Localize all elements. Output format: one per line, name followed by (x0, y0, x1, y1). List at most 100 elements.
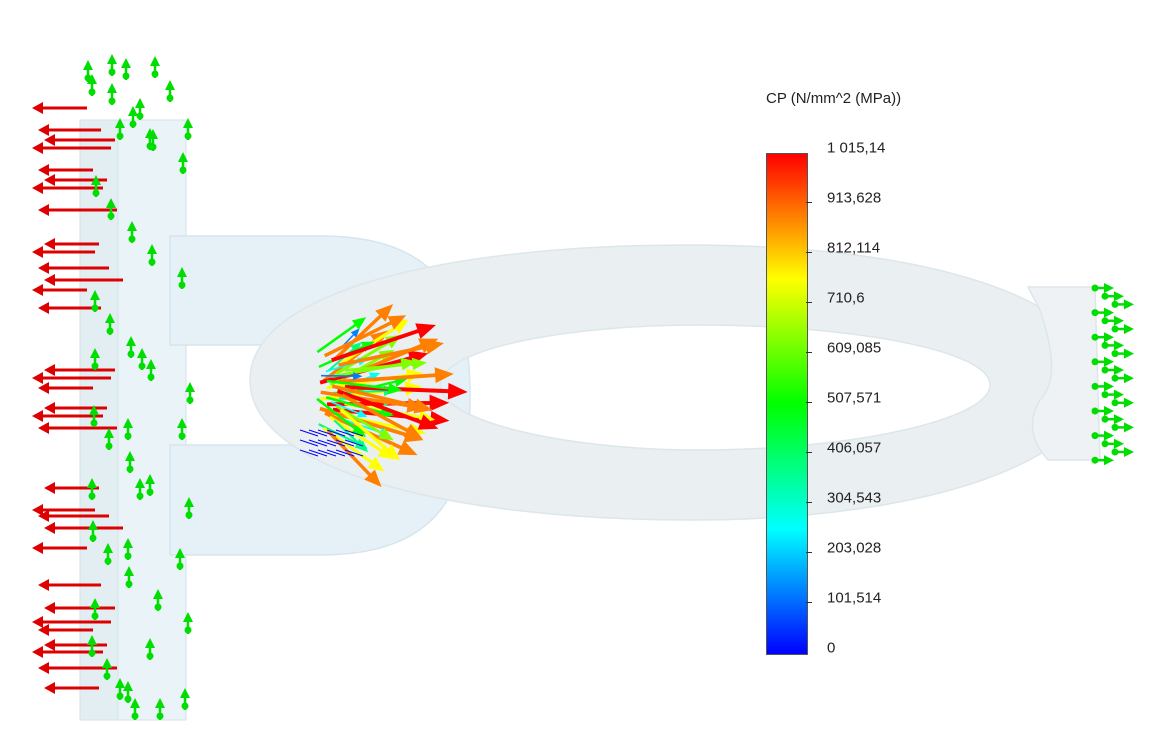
pressure-vector (339, 408, 401, 461)
fixture-arrows (83, 54, 1134, 720)
load-arrow (38, 624, 93, 636)
contact-pressure-vectors (299, 304, 468, 488)
colorbar-tick-label: 304,543 (827, 489, 882, 507)
load-arrow (38, 422, 117, 434)
fixture-arrow (1091, 356, 1114, 367)
fixture-arrow (177, 418, 187, 440)
fixture-arrow (145, 474, 155, 496)
fixture-arrow (1091, 283, 1114, 293)
fixture-arrow (90, 598, 100, 620)
legend-title: CP (N/mm^2 (MPa)) (766, 90, 902, 107)
pressure-vector (335, 449, 355, 457)
load-arrow (44, 364, 115, 376)
pressure-vector (344, 439, 364, 447)
fixture-arrow (125, 451, 135, 473)
pressure-vector (317, 429, 337, 437)
fixture-arrow (1091, 381, 1114, 392)
load-arrow (32, 102, 87, 114)
fixture-arrow (107, 83, 117, 105)
pressure-vector (331, 384, 433, 414)
fixture-arrow (90, 348, 100, 370)
colorbar-tick-label: 406,057 (827, 439, 882, 457)
fixture-arrow (1101, 291, 1124, 302)
fixture-arrow (135, 98, 145, 120)
fixture-arrow (153, 589, 163, 611)
fixture-arrow (121, 58, 131, 80)
colorbar-tick-mark (806, 352, 812, 353)
fixture-arrow (90, 290, 100, 312)
fixture-arrow (105, 313, 115, 335)
fixture-arrow (1111, 397, 1134, 408)
fixture-arrow (107, 54, 117, 76)
fixture-arrow (91, 175, 101, 197)
fixture-arrow (137, 348, 147, 370)
fixture-arrow (123, 681, 133, 703)
fixture-arrow (135, 478, 145, 500)
fixture-arrow (184, 497, 194, 519)
pressure-vector (326, 429, 346, 437)
pressure-vector (320, 372, 363, 381)
fixture-arrow (1111, 422, 1134, 433)
load-arrow (44, 639, 107, 651)
fixture-arrow (177, 267, 187, 289)
fixture-arrow (185, 382, 195, 404)
pressure-vector (330, 401, 368, 418)
load-arrow (44, 274, 123, 286)
load-arrow (32, 616, 111, 628)
colorbar-tick-label: 710,6 (827, 289, 865, 307)
pressure-vector (308, 429, 328, 437)
pressure-vector (299, 449, 319, 457)
pressure-vector (326, 439, 346, 447)
colorbar-tick-label: 0 (827, 639, 836, 657)
load-arrow (32, 182, 103, 194)
fixture-arrow (183, 118, 193, 140)
colorbar-tick-label: 507,571 (827, 389, 882, 407)
pressure-vector (331, 323, 436, 363)
load-arrow (38, 262, 109, 274)
connector-part[interactable] (1026, 286, 1101, 461)
fixture-arrow (1101, 438, 1124, 449)
colorbar-tick-label: 609,085 (827, 339, 882, 357)
fixture-arrow (1091, 430, 1114, 441)
fixture-arrow (115, 118, 125, 140)
pressure-vector (344, 429, 364, 437)
load-arrow (44, 522, 123, 534)
pressure-vector (308, 439, 328, 447)
pressure-vector (344, 449, 364, 457)
fixture-arrow (155, 698, 165, 720)
colorbar-tick-label: 812,114 (827, 239, 881, 257)
colorbar-tick-mark (806, 502, 812, 503)
pressure-vector (344, 357, 427, 372)
pressure-vector (317, 449, 337, 457)
colorbar-tick-mark (806, 452, 812, 453)
pressure-vector (335, 429, 355, 437)
fixture-arrow (126, 336, 136, 358)
fixture-arrow (1111, 373, 1134, 384)
fixture-arrow (165, 80, 175, 102)
fixture-arrow (1091, 406, 1114, 416)
fixture-arrow (104, 428, 114, 450)
fixture-arrow (146, 359, 156, 381)
pressure-vector (299, 439, 319, 447)
load-arrow (44, 682, 99, 694)
colorbar-tick-mark (806, 602, 812, 603)
fixture-arrow (1111, 348, 1134, 359)
colorbar-tick-mark (806, 552, 812, 553)
fixture-arrow (145, 128, 155, 150)
load-arrow (32, 410, 103, 422)
fixture-arrow (1101, 414, 1124, 425)
colorbar-tick-label: 1 015,14 (827, 139, 886, 157)
fixture-arrow (124, 566, 134, 588)
fixture-arrow (115, 678, 125, 700)
pressure-vector (326, 449, 346, 457)
fixture-arrow (87, 478, 97, 500)
load-arrow (38, 204, 117, 216)
colorbar-tick-label: 913,628 (827, 189, 882, 207)
fixture-arrow (1101, 315, 1124, 326)
pressure-vector (333, 304, 394, 361)
colorbar-tick-mark (806, 252, 812, 253)
fixture-arrow (1111, 299, 1134, 310)
fixture-arrow (88, 520, 98, 542)
